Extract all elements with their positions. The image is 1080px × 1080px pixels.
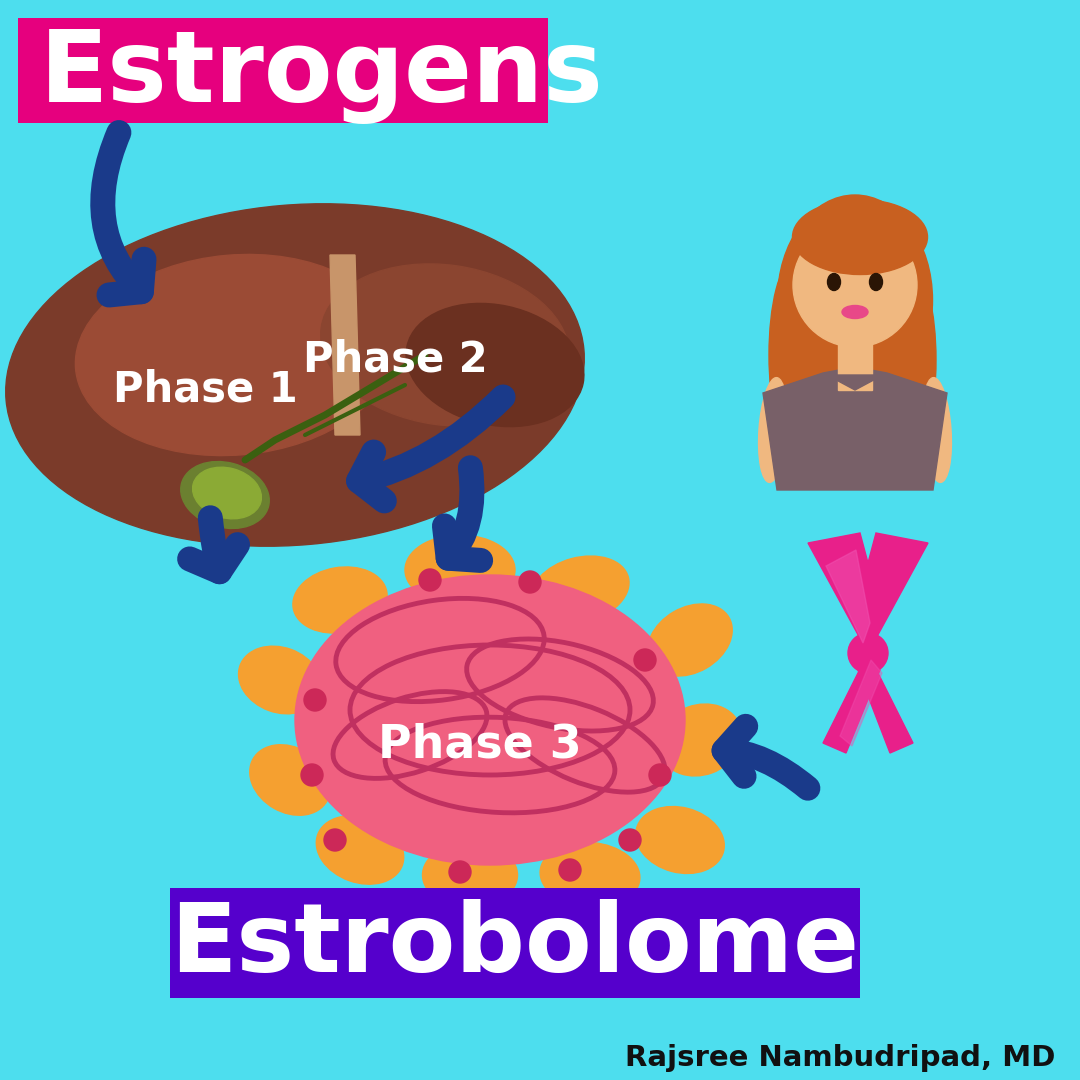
Ellipse shape [842, 306, 868, 319]
Ellipse shape [869, 273, 882, 291]
Circle shape [559, 859, 581, 881]
Ellipse shape [758, 378, 787, 483]
Ellipse shape [321, 264, 569, 427]
Text: Phase 3: Phase 3 [378, 723, 582, 768]
Text: Phase 1: Phase 1 [112, 369, 297, 411]
Circle shape [303, 689, 326, 711]
Ellipse shape [540, 842, 639, 907]
Circle shape [848, 633, 888, 673]
Circle shape [449, 861, 471, 883]
Polygon shape [808, 534, 876, 653]
Ellipse shape [793, 200, 928, 274]
Circle shape [634, 649, 656, 671]
Ellipse shape [890, 270, 936, 450]
Ellipse shape [648, 604, 732, 676]
Ellipse shape [922, 378, 951, 483]
Ellipse shape [827, 273, 840, 291]
Polygon shape [827, 375, 883, 390]
Ellipse shape [192, 468, 261, 518]
Ellipse shape [531, 556, 629, 624]
Ellipse shape [5, 204, 584, 546]
Polygon shape [826, 550, 870, 643]
Ellipse shape [180, 461, 269, 528]
Ellipse shape [249, 745, 330, 815]
Circle shape [793, 222, 917, 347]
Polygon shape [823, 653, 880, 753]
Ellipse shape [293, 567, 387, 633]
Polygon shape [330, 255, 360, 435]
FancyBboxPatch shape [18, 18, 548, 123]
Circle shape [519, 571, 541, 593]
Bar [838, 342, 872, 390]
Circle shape [619, 829, 642, 851]
Ellipse shape [636, 807, 725, 874]
Text: Rajsree Nambudripad, MD: Rajsree Nambudripad, MD [624, 1044, 1055, 1072]
Ellipse shape [406, 303, 584, 427]
Circle shape [649, 764, 671, 786]
Ellipse shape [659, 704, 742, 775]
Ellipse shape [316, 815, 404, 885]
Ellipse shape [422, 842, 517, 907]
Circle shape [301, 764, 323, 786]
FancyBboxPatch shape [170, 888, 860, 998]
Circle shape [324, 829, 346, 851]
Polygon shape [840, 660, 882, 746]
Polygon shape [858, 653, 913, 753]
Ellipse shape [76, 255, 394, 456]
Circle shape [419, 569, 441, 591]
Ellipse shape [239, 646, 322, 714]
Ellipse shape [295, 575, 685, 865]
Text: Phase 2: Phase 2 [302, 339, 487, 381]
Ellipse shape [778, 195, 932, 405]
Ellipse shape [769, 262, 816, 447]
Ellipse shape [405, 535, 515, 605]
Polygon shape [860, 534, 928, 653]
Polygon shape [762, 367, 947, 490]
Text: Estrobolome: Estrobolome [171, 899, 860, 991]
Text: Estrogens: Estrogens [40, 27, 604, 123]
